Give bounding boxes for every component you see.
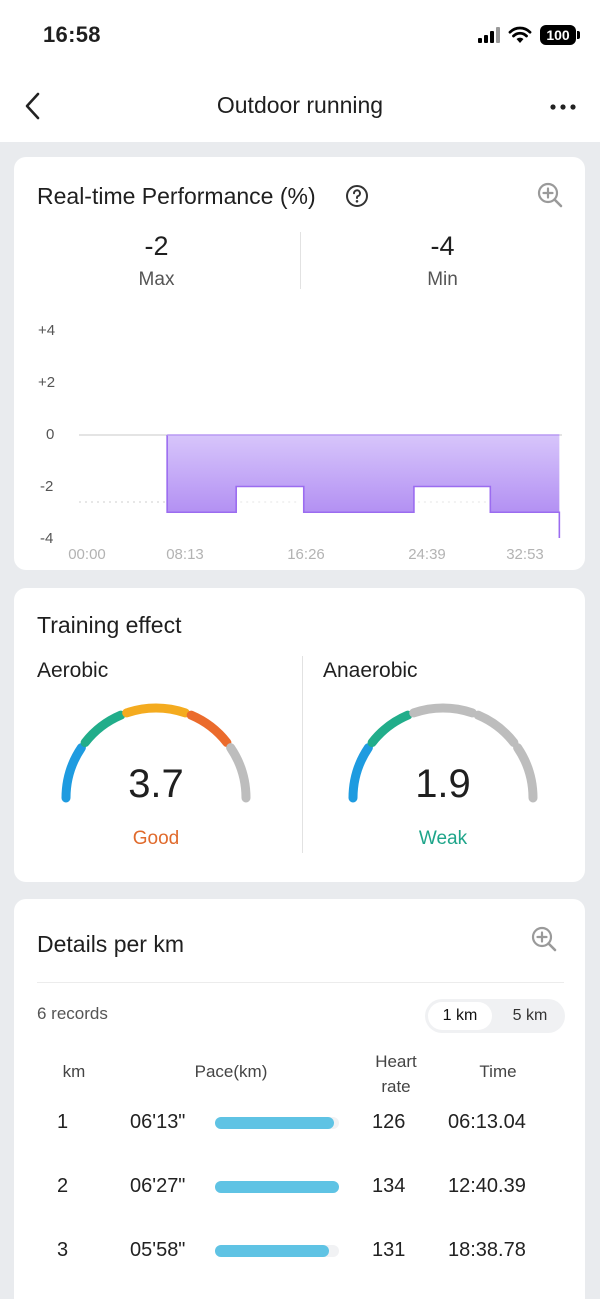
max-label: Max [138, 269, 175, 290]
signal-icon [478, 27, 500, 43]
gauge-segment [80, 710, 126, 748]
performance-title: Real-time Performance (%) [37, 183, 316, 209]
pace-bar [215, 1117, 339, 1129]
performance-chart [79, 434, 562, 538]
gauge-segment [367, 710, 413, 748]
y-tick: 0 [46, 426, 55, 443]
row-time: 12:40.39 [448, 1175, 526, 1197]
header-km: km [62, 1062, 86, 1081]
anaerobic-rating: Weak [418, 828, 468, 849]
y-tick: -2 [40, 478, 54, 495]
row-pace: 06'27" [130, 1175, 186, 1197]
back-button[interactable] [18, 90, 48, 122]
row-heart-rate: 131 [372, 1239, 406, 1261]
header-heart-rate: Heart rate [375, 1052, 417, 1096]
row-pace: 06'13" [130, 1111, 186, 1133]
anaerobic-label: Anaerobic [323, 659, 418, 682]
stat-divider [300, 232, 301, 289]
wifi-icon [508, 26, 532, 43]
min-value: -4 [430, 231, 455, 261]
details-per-km-card: Details per km 6 records 1 km 5 km km Pa… [14, 899, 585, 1299]
x-tick: 32:53 [506, 546, 544, 563]
y-tick: +4 [38, 322, 56, 339]
anaerobic-value: 1.9 [415, 762, 471, 806]
segment-1km[interactable]: 1 km [428, 1002, 492, 1030]
status-time: 16:58 [43, 22, 101, 47]
gauge-segment [122, 703, 190, 718]
gauge-segment [513, 743, 538, 803]
aerobic-label: Aerobic [37, 659, 109, 682]
row-heart-rate: 134 [372, 1175, 406, 1197]
aerobic-value: 3.7 [128, 762, 184, 806]
pace-bar [215, 1181, 339, 1193]
gauge-segment [226, 743, 251, 803]
performance-line [166, 435, 561, 538]
battery-icon: 100 [540, 25, 580, 45]
gauge-segment [61, 743, 86, 803]
distance-segment-control: 1 km 5 km [425, 999, 565, 1033]
gauge-segment [473, 710, 519, 748]
aerobic-gauge [61, 703, 251, 803]
x-tick: 24:39 [408, 546, 446, 563]
x-tick: 08:13 [166, 546, 204, 563]
max-value: -2 [144, 231, 169, 261]
y-tick: +2 [38, 374, 56, 391]
row-km: 3 [57, 1239, 69, 1261]
aerobic-rating: Good [132, 828, 180, 849]
row-km: 1 [57, 1111, 69, 1133]
pace-bar-fill [215, 1181, 339, 1193]
row-pace: 05'58" [130, 1239, 186, 1261]
pace-bar-fill [215, 1245, 330, 1257]
segment-5km[interactable]: 5 km [512, 1007, 548, 1024]
header-pace: Pace(km) [194, 1062, 268, 1081]
zoom-in-icon[interactable] [530, 925, 558, 953]
training-effect-card: Training effect Aerobic 3.7 Good Anaerob… [14, 588, 585, 882]
training-title: Training effect [37, 612, 182, 638]
top-bar: 16:58 100 Outdoor running [0, 0, 600, 142]
row-km: 2 [57, 1175, 69, 1197]
performance-card: Real-time Performance (%) -2 Max -4 Min … [14, 157, 585, 570]
anaerobic-gauge [348, 703, 538, 803]
help-icon[interactable] [345, 184, 369, 208]
pace-bar-fill [215, 1117, 335, 1129]
gauge-segment [409, 703, 477, 718]
pace-bar [215, 1245, 339, 1257]
gauge-segment [348, 743, 373, 803]
performance-area [167, 435, 560, 538]
min-label: Min [427, 269, 458, 290]
x-tick: 00:00 [68, 546, 106, 563]
row-time: 18:38.78 [448, 1239, 526, 1261]
records-count: 6 records [37, 1004, 108, 1023]
row-time: 06:13.04 [448, 1111, 526, 1133]
details-title: Details per km [37, 931, 184, 957]
y-tick: -4 [40, 530, 54, 547]
x-tick: 16:26 [287, 546, 325, 563]
gauge-segment [186, 710, 232, 748]
zoom-in-icon[interactable] [536, 181, 564, 209]
header-time: Time [479, 1062, 517, 1081]
divider [37, 982, 564, 983]
more-options-button[interactable] [548, 93, 578, 121]
row-heart-rate: 126 [372, 1111, 406, 1133]
status-icons: 100 [478, 22, 580, 48]
training-divider [302, 656, 303, 853]
page-title: Outdoor running [216, 92, 384, 118]
